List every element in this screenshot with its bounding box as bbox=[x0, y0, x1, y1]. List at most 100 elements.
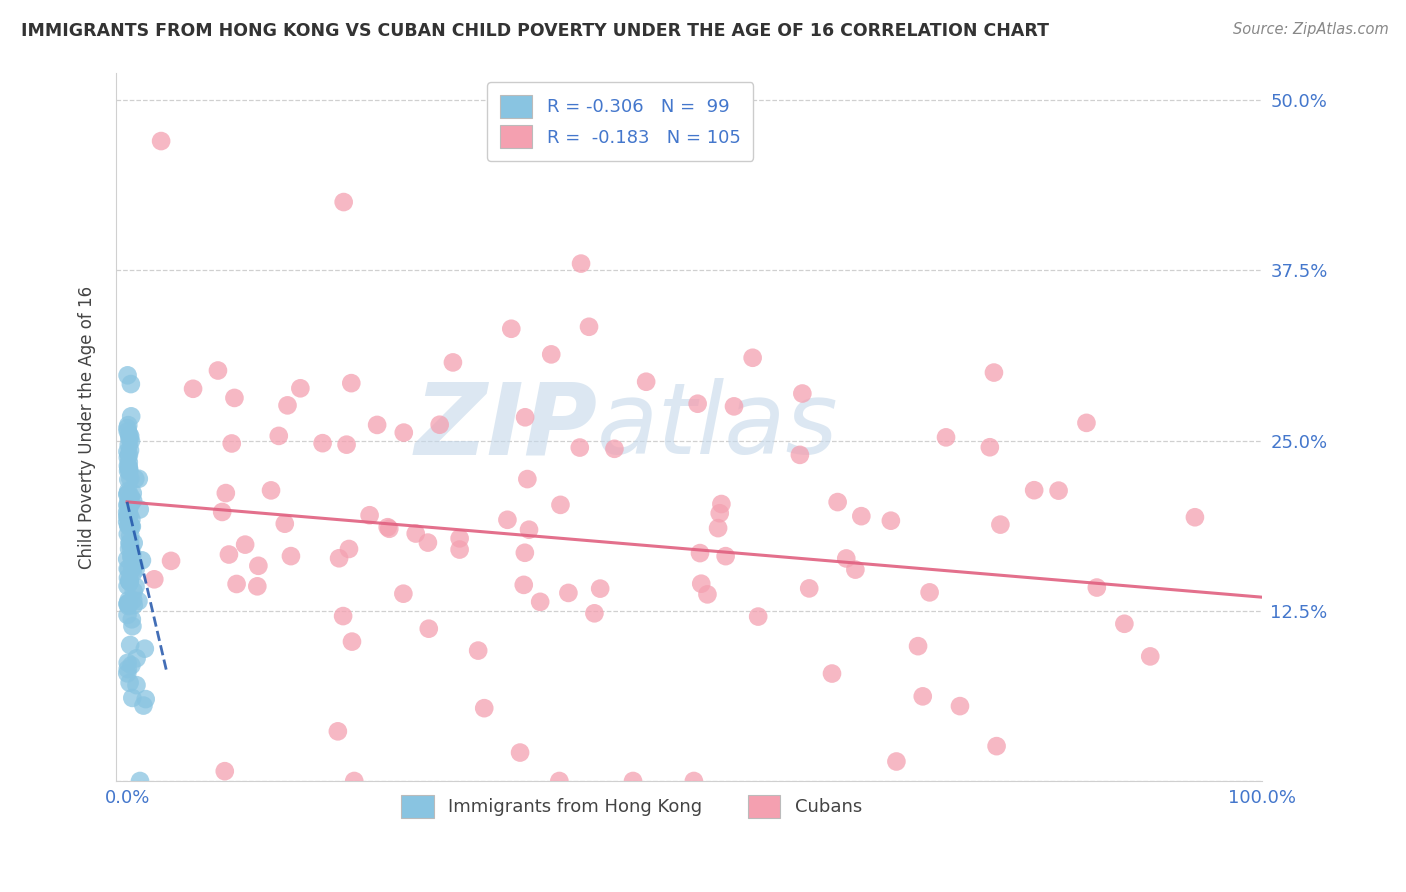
Point bbox=[378, 522, 401, 536]
Point bbox=[122, 536, 145, 550]
Point bbox=[117, 662, 139, 676]
Point bbox=[260, 483, 283, 498]
Point bbox=[160, 554, 183, 568]
Point bbox=[568, 441, 591, 455]
Point bbox=[117, 512, 139, 526]
Point bbox=[117, 599, 139, 613]
Point bbox=[449, 532, 471, 546]
Point bbox=[117, 458, 139, 473]
Point bbox=[117, 666, 139, 681]
Point bbox=[117, 597, 139, 611]
Point bbox=[911, 690, 934, 704]
Point bbox=[835, 551, 858, 566]
Point bbox=[789, 448, 811, 462]
Point bbox=[1184, 510, 1206, 524]
Point bbox=[117, 459, 139, 474]
Point bbox=[117, 527, 139, 541]
Point bbox=[1076, 416, 1098, 430]
Point bbox=[983, 366, 1005, 380]
Point bbox=[509, 746, 531, 760]
Point bbox=[603, 442, 626, 456]
Point bbox=[214, 764, 236, 779]
Point bbox=[121, 690, 143, 705]
Point bbox=[118, 427, 141, 442]
Point bbox=[557, 586, 579, 600]
Point bbox=[548, 774, 571, 789]
Point bbox=[117, 424, 139, 438]
Point bbox=[117, 571, 139, 585]
Point bbox=[1085, 581, 1108, 595]
Point bbox=[723, 400, 745, 414]
Point bbox=[117, 519, 139, 533]
Point bbox=[935, 430, 957, 444]
Point bbox=[117, 421, 139, 435]
Point bbox=[337, 541, 360, 556]
Point bbox=[124, 580, 146, 594]
Point bbox=[121, 562, 143, 576]
Point bbox=[117, 450, 139, 465]
Text: ZIP: ZIP bbox=[415, 378, 598, 475]
Point bbox=[135, 692, 157, 706]
Point bbox=[120, 549, 142, 564]
Point bbox=[120, 520, 142, 534]
Point bbox=[501, 322, 523, 336]
Point bbox=[118, 675, 141, 690]
Point bbox=[128, 472, 150, 486]
Point bbox=[799, 582, 821, 596]
Point bbox=[117, 596, 139, 610]
Point bbox=[120, 541, 142, 556]
Point bbox=[429, 417, 451, 432]
Point bbox=[117, 487, 139, 501]
Point bbox=[118, 501, 141, 516]
Point bbox=[267, 429, 290, 443]
Point bbox=[118, 574, 141, 588]
Point bbox=[128, 502, 150, 516]
Point bbox=[280, 549, 302, 563]
Point bbox=[246, 579, 269, 593]
Legend: Immigrants from Hong Kong, Cubans: Immigrants from Hong Kong, Cubans bbox=[394, 788, 869, 825]
Point bbox=[115, 515, 138, 529]
Point bbox=[122, 599, 145, 613]
Point bbox=[143, 572, 166, 586]
Point bbox=[569, 257, 592, 271]
Point bbox=[827, 495, 849, 509]
Point bbox=[115, 505, 138, 519]
Point bbox=[117, 368, 139, 383]
Point bbox=[583, 607, 606, 621]
Point bbox=[118, 443, 141, 458]
Point bbox=[949, 699, 972, 714]
Point bbox=[122, 593, 145, 607]
Point bbox=[122, 584, 145, 599]
Point bbox=[118, 562, 141, 576]
Point bbox=[118, 536, 141, 550]
Point bbox=[118, 438, 141, 452]
Point bbox=[578, 319, 600, 334]
Point bbox=[117, 656, 139, 670]
Point bbox=[290, 381, 312, 395]
Point bbox=[117, 579, 139, 593]
Point bbox=[121, 550, 143, 565]
Point bbox=[886, 755, 908, 769]
Point bbox=[986, 739, 1008, 753]
Point bbox=[880, 514, 903, 528]
Point bbox=[359, 508, 381, 523]
Point bbox=[710, 497, 733, 511]
Point bbox=[118, 541, 141, 556]
Point bbox=[550, 498, 572, 512]
Point bbox=[918, 585, 941, 599]
Point bbox=[1114, 616, 1136, 631]
Point bbox=[117, 487, 139, 501]
Point bbox=[124, 562, 146, 576]
Point bbox=[120, 472, 142, 486]
Point bbox=[121, 619, 143, 633]
Point bbox=[117, 562, 139, 576]
Point bbox=[589, 582, 612, 596]
Point bbox=[120, 409, 142, 424]
Point bbox=[131, 553, 153, 567]
Point bbox=[225, 577, 247, 591]
Point bbox=[117, 418, 139, 433]
Point bbox=[328, 551, 350, 566]
Point bbox=[247, 558, 270, 573]
Point bbox=[496, 513, 519, 527]
Point bbox=[392, 425, 415, 440]
